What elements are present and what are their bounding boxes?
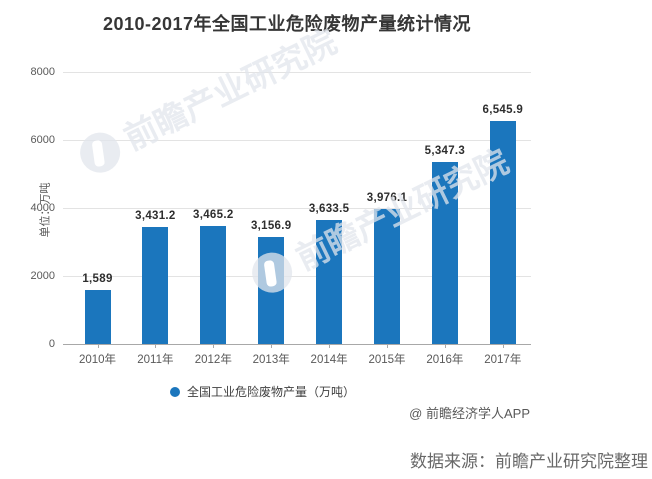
x-axis-tick-label: 2015年 bbox=[368, 354, 406, 366]
x-axis-tick-label: 2013年 bbox=[252, 354, 290, 366]
x-axis-tick-label: 2011年 bbox=[137, 354, 174, 366]
x-axis-tick-label: 2014年 bbox=[310, 354, 348, 366]
x-axis-tick bbox=[444, 344, 446, 348]
x-axis-tick bbox=[213, 344, 215, 348]
x-axis-tick-label: 2012年 bbox=[194, 354, 232, 366]
plot-area: 单位：万吨 0 2000 4000 6000 8000 1,589 2010年 3,431.2… bbox=[31, 66, 531, 366]
bar-2017年 bbox=[489, 121, 516, 344]
x-axis-line bbox=[63, 344, 531, 345]
gridline bbox=[63, 72, 531, 73]
x-axis-tick bbox=[155, 344, 157, 348]
legend-marker-icon bbox=[170, 386, 180, 397]
legend: 全国工业危险废物产量（万吨） bbox=[170, 383, 355, 400]
bar-2011年 bbox=[142, 227, 169, 344]
x-axis-tick-label: 2017年 bbox=[484, 354, 522, 366]
y-axis-tick-label: 8000 bbox=[30, 66, 55, 78]
bar-value-label: 3,976.1 bbox=[366, 191, 408, 204]
bar-value-label: 6,545.9 bbox=[482, 104, 524, 117]
x-axis-tick-label: 2010年 bbox=[78, 354, 117, 366]
bar-value-label: 3,633.5 bbox=[308, 203, 350, 216]
bar-value-label: 1,589 bbox=[82, 272, 113, 285]
bar-value-label: 3,431.2 bbox=[135, 210, 176, 223]
y-axis-tick-label: 2000 bbox=[30, 270, 55, 282]
bar-2016年 bbox=[431, 162, 458, 344]
data-source: 数据来源：前瞻产业研究院整理 bbox=[410, 452, 648, 471]
legend-label: 全国工业危险废物产量（万吨） bbox=[187, 385, 356, 399]
x-axis-tick bbox=[502, 344, 504, 348]
bar-value-label: 5,347.3 bbox=[424, 145, 466, 158]
y-axis-tick-label: 6000 bbox=[30, 134, 55, 146]
bar-value-label: 3,465.2 bbox=[193, 209, 234, 222]
bar-value-label: 3,156.9 bbox=[250, 219, 292, 232]
app-credit: @ 前瞻经济学人APP bbox=[409, 406, 530, 421]
x-axis-tick bbox=[329, 344, 331, 348]
gridline bbox=[63, 140, 531, 141]
x-axis-tick bbox=[97, 344, 99, 348]
chart-title: 2010-2017年全国工业危险废物产量统计情况 bbox=[102, 14, 472, 34]
x-axis-tick bbox=[387, 344, 388, 348]
y-axis-tick-label: 0 bbox=[48, 338, 55, 350]
x-axis-tick-label: 2016年 bbox=[426, 354, 464, 366]
bar-2012年 bbox=[200, 226, 227, 344]
bar-2014年 bbox=[316, 220, 343, 344]
gridline bbox=[63, 208, 531, 209]
y-axis-tick-label: 4000 bbox=[30, 202, 55, 214]
bar-2015年 bbox=[374, 208, 400, 344]
bar-2010年 bbox=[84, 289, 111, 344]
bar-2013年 bbox=[258, 236, 285, 344]
x-axis-tick bbox=[271, 344, 273, 348]
